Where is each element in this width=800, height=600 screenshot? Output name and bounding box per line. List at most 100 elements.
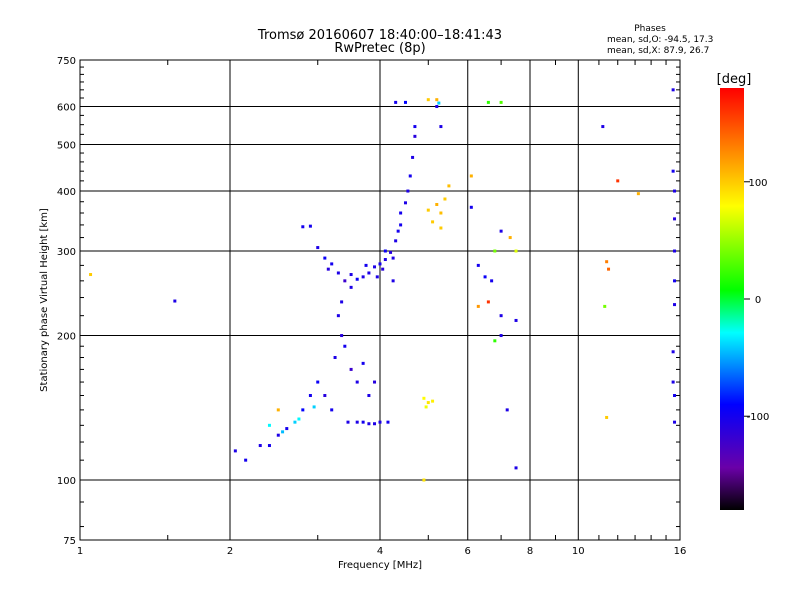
data-point-86 <box>486 300 490 304</box>
data-point-71 <box>447 184 451 188</box>
data-point-60 <box>394 100 398 104</box>
data-point-16 <box>330 262 334 266</box>
x-axis-label: Frequency [MHz] <box>338 560 422 571</box>
data-point-18 <box>323 256 327 260</box>
data-point-45 <box>267 444 271 448</box>
data-point-85 <box>476 304 480 308</box>
data-point-95 <box>508 236 512 240</box>
data-point-33 <box>343 344 347 348</box>
data-point-37 <box>367 394 371 398</box>
data-point-94 <box>499 100 503 104</box>
data-point-0 <box>367 271 371 275</box>
data-point-76 <box>426 401 430 405</box>
data-point-11 <box>413 125 417 129</box>
data-point-62 <box>435 105 439 109</box>
data-point-102 <box>603 304 607 308</box>
data-point-83 <box>493 249 497 253</box>
data-point-55 <box>330 408 334 412</box>
data-point-73 <box>426 98 430 102</box>
data-point-120 <box>276 408 280 412</box>
data-point-112 <box>673 420 677 424</box>
data-point-99 <box>607 267 611 271</box>
data-point-124 <box>391 279 395 283</box>
data-point-4 <box>389 250 393 254</box>
data-point-38 <box>373 380 377 384</box>
data-point-75 <box>422 396 426 400</box>
y-tick-label-4: 400 <box>57 187 76 198</box>
data-point-116 <box>301 225 305 229</box>
x-tick-label-5: 10 <box>572 546 585 557</box>
data-point-121 <box>267 423 271 427</box>
data-point-93 <box>486 100 490 104</box>
data-point-56 <box>323 394 327 398</box>
data-point-19 <box>316 246 320 250</box>
data-point-113 <box>671 88 675 92</box>
data-point-97 <box>601 125 605 129</box>
data-point-25 <box>396 229 400 233</box>
plot-frame <box>79 59 681 541</box>
data-point-5 <box>394 239 398 243</box>
data-point-79 <box>469 174 473 178</box>
data-point-29 <box>399 211 403 215</box>
data-point-96 <box>514 249 518 253</box>
data-point-15 <box>336 271 340 275</box>
data-point-109 <box>673 303 677 307</box>
data-point-65 <box>469 205 473 209</box>
data-point-78 <box>424 405 428 409</box>
y-tick-label-5: 500 <box>57 141 76 152</box>
data-point-12 <box>355 277 359 281</box>
data-point-14 <box>343 279 347 283</box>
data-point-43 <box>285 427 289 431</box>
data-point-107 <box>673 249 677 253</box>
y-axis-label: Stationary phase Virtual Height [km] <box>39 208 50 392</box>
data-point-54 <box>386 420 390 424</box>
x-tick-label-6: 16 <box>674 546 687 557</box>
data-point-24 <box>391 256 395 260</box>
y-tick-label-2: 200 <box>57 332 76 343</box>
data-point-63 <box>437 101 441 105</box>
data-point-111 <box>671 380 675 384</box>
data-point-49 <box>355 420 359 424</box>
phase-stats-o: mean, sd,O: -94.5, 17.3 <box>607 35 713 45</box>
data-point-21 <box>361 275 365 279</box>
data-point-119 <box>233 449 237 453</box>
x-tick-label-0: 1 <box>77 546 83 557</box>
data-point-68 <box>435 202 439 206</box>
data-point-27 <box>383 249 387 253</box>
data-point-31 <box>340 334 344 338</box>
data-point-101 <box>636 192 640 196</box>
phase-stats-x: mean, sd,X: 87.9, 26.7 <box>607 46 709 56</box>
data-point-39 <box>316 380 320 384</box>
data-point-13 <box>349 273 353 277</box>
data-point-22 <box>364 263 368 267</box>
data-point-46 <box>258 444 262 448</box>
data-point-57 <box>312 405 316 409</box>
data-point-61 <box>403 100 407 104</box>
data-point-2 <box>378 262 382 266</box>
data-point-84 <box>499 229 503 233</box>
data-point-3 <box>383 258 387 262</box>
data-point-30 <box>333 355 337 359</box>
data-point-72 <box>439 226 443 230</box>
data-point-77 <box>431 399 435 403</box>
x-tick-label-4: 8 <box>527 546 533 557</box>
grid-lines <box>79 59 681 541</box>
colorbar-tick-label-0: 100 <box>748 178 767 189</box>
data-point-48 <box>346 420 350 424</box>
data-point-58 <box>297 417 301 421</box>
data-point-92 <box>514 466 518 470</box>
y-tick-label-7: 750 <box>57 56 76 67</box>
data-point-64 <box>439 125 443 129</box>
data-point-17 <box>326 267 330 271</box>
data-point-44 <box>276 433 280 437</box>
data-point-36 <box>361 361 365 365</box>
data-point-53 <box>378 420 382 424</box>
y-tick-label-3: 300 <box>57 247 76 258</box>
data-point-117 <box>422 478 426 482</box>
x-tick-label-2: 4 <box>377 546 383 557</box>
colorbar-label: [deg] <box>717 72 752 87</box>
data-point-28 <box>375 275 379 279</box>
colorbar: [deg] 100 0 -100 <box>717 72 769 510</box>
data-point-20 <box>308 224 312 228</box>
data-point-104 <box>671 169 675 173</box>
